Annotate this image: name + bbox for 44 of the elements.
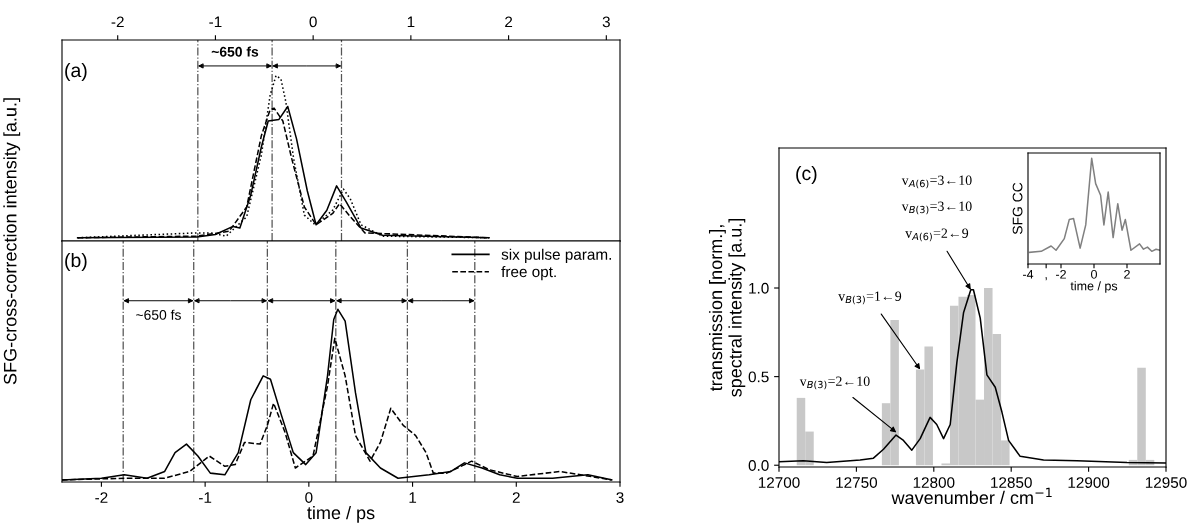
annotation: ~650 fs <box>136 309 181 320</box>
annotation: (c) <box>796 165 817 185</box>
x-tick-label: 2 <box>505 16 513 28</box>
x-tick-label: 12750 <box>836 477 878 488</box>
x-tick-label: 0 <box>309 16 317 28</box>
x-tick-label: 1 <box>407 16 415 28</box>
x-tick-label: 2 <box>1124 269 1130 279</box>
x-tick-label: 12850 <box>991 477 1032 488</box>
x-tick-label: -1 <box>209 16 222 28</box>
legend-label: free opt. <box>501 265 556 281</box>
annotation: v$_{B(3)}$=2←10 <box>799 376 870 390</box>
text: (b) <box>65 252 87 272</box>
x-tick-label: -1 <box>199 492 212 503</box>
x-tick-label: -4 <box>1023 270 1034 279</box>
x-tick-label: 0 <box>1091 269 1097 279</box>
x-tick-label: 2 <box>512 492 520 503</box>
annotation: v$_{A(6)}$=2←9 <box>905 228 969 242</box>
y-axis-title: SFG-cross-correction intensity [a.u.] <box>3 98 21 385</box>
x-tick-label: 0 <box>305 492 313 503</box>
x-axis-title: time / ps <box>1070 281 1118 293</box>
x-tick-label: 3 <box>616 492 624 503</box>
y-tick-label: 0.0 <box>748 460 769 471</box>
x-tick-label: 1 <box>409 492 417 503</box>
x-tick-label: 12800 <box>913 477 955 488</box>
annotation: v$_{B(3)}$=1←9 <box>838 291 902 305</box>
x-tick-label: , <box>1045 277 1047 281</box>
x-tick-label: -2 <box>1056 269 1066 279</box>
y-axis-title: transmission [norm.], spectral intensity [a.u.] <box>708 218 746 397</box>
text: ~650 fs <box>211 46 259 57</box>
x-tick-label: -2 <box>95 492 108 503</box>
x-axis-title: time / ps <box>307 505 375 523</box>
annotation: (a) <box>65 62 87 82</box>
annotation: v$_{B(3)}$=3←10 <box>901 201 972 215</box>
x-axis-title: wavenumber / cm$^{−1}$ <box>891 487 1052 505</box>
legend-label: six pulse param. <box>501 248 611 263</box>
x-tick-label: -2 <box>111 16 124 28</box>
y-tick-label: 1.0 <box>749 282 769 294</box>
x-tick-label: 12900 <box>1068 477 1110 488</box>
x-tick-label: 3 <box>602 16 610 28</box>
x-tick-label: 12950 <box>1145 477 1187 488</box>
x-tick-label: 12700 <box>758 477 800 488</box>
y-tick-label: 0.5 <box>748 371 769 383</box>
annotation: v$_{A(6)}$=3←10 <box>901 175 972 189</box>
y-axis-title: SFG CC <box>1012 182 1023 235</box>
